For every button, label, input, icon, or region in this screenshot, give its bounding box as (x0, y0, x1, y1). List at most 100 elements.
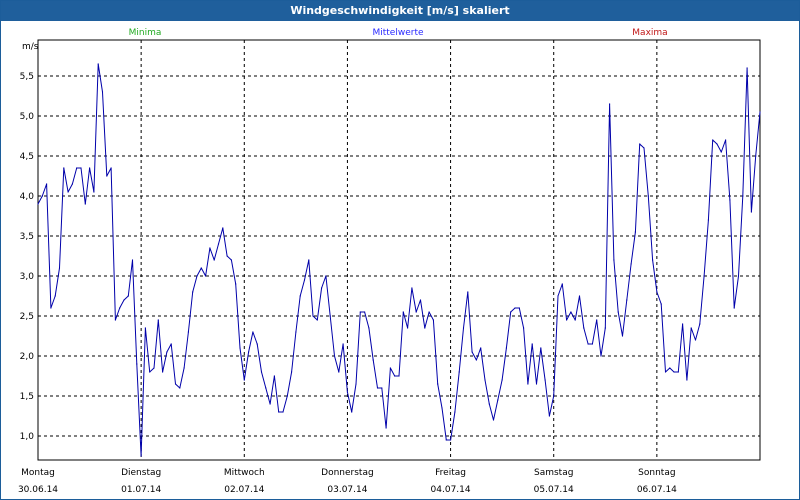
data-point (131, 259, 134, 261)
data-point (54, 295, 56, 297)
data-point (445, 439, 447, 441)
data-point (458, 371, 460, 373)
data-point (467, 291, 469, 293)
data-point (200, 267, 202, 269)
data-point (256, 343, 258, 345)
data-point (273, 375, 275, 377)
y-tick-label: 5,5 (20, 72, 34, 82)
data-point (41, 195, 43, 197)
data-point (106, 175, 108, 177)
y-axis-unit: m/s (22, 42, 39, 52)
data-point (385, 427, 387, 429)
data-point (415, 311, 417, 313)
data-point (540, 347, 542, 349)
data-point (230, 259, 232, 261)
data-point (557, 295, 559, 297)
x-tick-date: 04.07.14 (431, 485, 471, 495)
data-point (484, 379, 486, 381)
data-point (535, 383, 538, 385)
data-point (548, 415, 551, 417)
data-point (239, 347, 241, 349)
data-point (149, 371, 151, 373)
data-point (299, 295, 301, 297)
x-tick-day: Donnerstag (321, 468, 374, 478)
data-point (755, 155, 757, 157)
data-point (166, 351, 168, 353)
x-tick-day: Dienstag (121, 468, 161, 478)
data-point (518, 307, 520, 309)
data-point (497, 399, 499, 401)
data-point (179, 387, 181, 389)
data-point (492, 419, 495, 421)
data-point (76, 167, 78, 169)
data-point (63, 167, 65, 169)
data-point (677, 371, 679, 373)
data-point (265, 387, 267, 389)
data-point (690, 327, 692, 329)
data-point (196, 275, 198, 277)
data-point (325, 275, 327, 277)
data-point (89, 167, 91, 169)
data-point (342, 343, 344, 345)
data-point (157, 319, 159, 321)
x-tick-date: 06.07.14 (637, 485, 677, 495)
data-point (338, 371, 340, 373)
data-point (746, 67, 748, 69)
data-point (368, 327, 370, 329)
grid (38, 40, 760, 460)
data-point (621, 335, 624, 337)
data-point (707, 219, 710, 221)
data-point (243, 379, 245, 381)
data-point (187, 331, 189, 333)
x-axis-ticks: Montag 30.06.14 Dienstag 01.07.14 Mittwoch 02… (18, 468, 677, 495)
data-point (462, 327, 465, 329)
data-point (308, 259, 310, 261)
data-point (527, 383, 529, 385)
data-point (136, 363, 138, 365)
data-point (183, 367, 185, 369)
series-mittelwerte (37, 63, 761, 457)
data-point (209, 247, 211, 249)
x-tick-date: 02.07.14 (224, 485, 264, 495)
data-point (591, 343, 594, 345)
data-point (424, 327, 426, 329)
y-tick-label: 2,5 (20, 312, 34, 322)
x-tick-day: Mittwoch (224, 468, 265, 478)
data-point (67, 191, 69, 193)
data-point (162, 371, 164, 373)
data-point (321, 287, 323, 289)
data-point (544, 379, 546, 381)
data-point (441, 407, 443, 409)
data-point (664, 371, 667, 373)
data-point (58, 267, 61, 269)
data-point (583, 327, 585, 329)
data-point (282, 411, 284, 413)
data-point (596, 319, 598, 321)
data-point (213, 259, 215, 261)
data-point (617, 311, 619, 313)
data-point (652, 259, 654, 261)
data-point (475, 359, 477, 361)
data-point (346, 391, 348, 393)
data-point (329, 315, 331, 317)
data-point (364, 311, 366, 313)
x-tick-day: Sonntag (638, 468, 675, 478)
data-point (153, 367, 155, 369)
data-point (712, 139, 714, 141)
data-point (720, 151, 722, 153)
x-tick-day: Montag (21, 468, 55, 478)
data-point (119, 307, 121, 309)
data-point (501, 379, 503, 381)
data-point (71, 183, 73, 185)
data-point (613, 259, 615, 261)
data-point (626, 299, 628, 301)
data-point (192, 291, 194, 293)
data-point (643, 147, 645, 149)
data-point (450, 439, 452, 441)
data-point (725, 139, 727, 141)
data-point (295, 331, 297, 333)
data-point (437, 383, 439, 385)
data-point (80, 167, 82, 169)
data-point (729, 199, 731, 201)
